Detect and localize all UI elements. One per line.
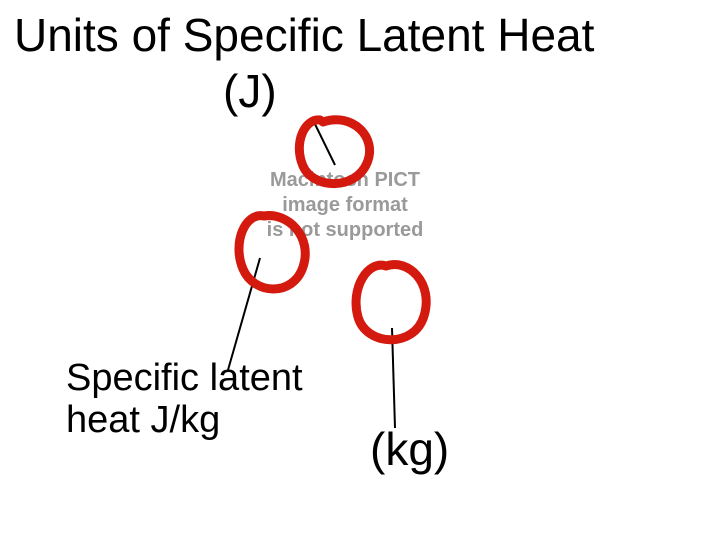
diagram-title: Units of Specific Latent Heat xyxy=(14,10,714,61)
slh-line1: Specific latent xyxy=(66,357,303,399)
energy-unit-label: (J) xyxy=(223,66,277,117)
connector-slh xyxy=(228,258,260,370)
connector-j xyxy=(312,118,335,165)
annotation-overlay xyxy=(0,0,720,540)
connector-kg xyxy=(392,328,395,428)
missing-image-placeholder: Macintosh PICT image format is not suppo… xyxy=(230,168,460,243)
slh-line2: heat J/kg xyxy=(66,399,220,441)
specific-latent-heat-label: Specific latent heat J/kg xyxy=(66,358,366,442)
placeholder-line1: Macintosh PICT xyxy=(270,169,420,191)
placeholder-line3: is not supported xyxy=(267,219,424,241)
mass-unit-label: (kg) xyxy=(370,424,449,475)
highlight-circle-right xyxy=(356,264,426,339)
placeholder-line2: image format xyxy=(282,194,408,216)
